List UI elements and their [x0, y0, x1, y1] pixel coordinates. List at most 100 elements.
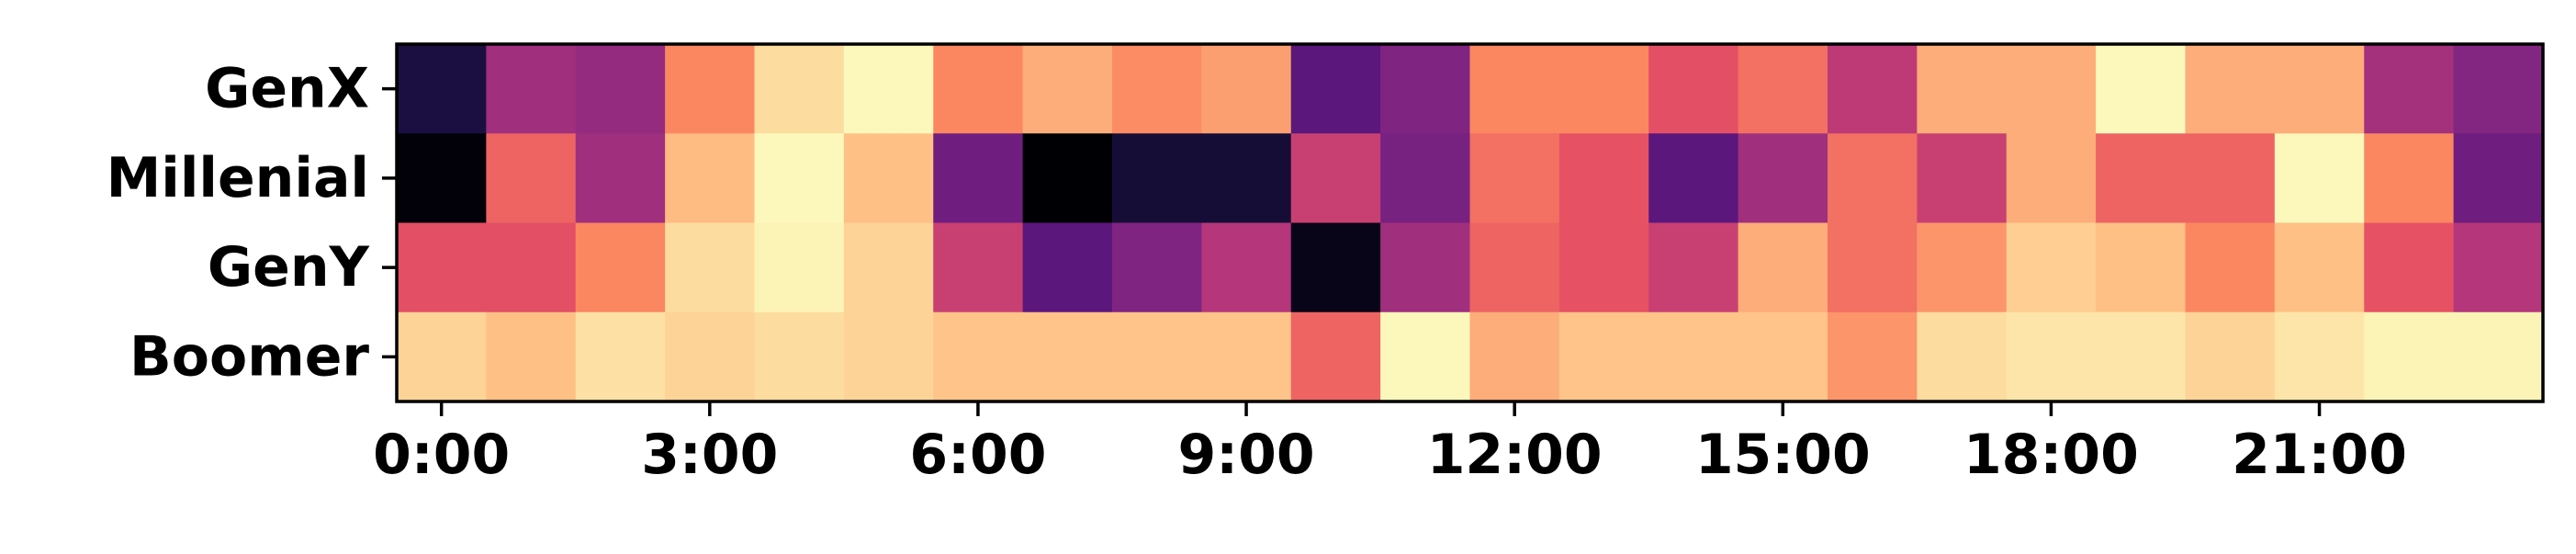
heatmap-cell-genx-16: [1828, 44, 1918, 134]
heatmap-cell-genx-21: [2274, 44, 2365, 134]
x-tick-label-4: 12:00: [1427, 423, 1603, 487]
x-tick-label-6: 18:00: [1963, 423, 2139, 487]
heatmap-cell-boomer-3: [665, 311, 756, 402]
heatmap-cell-boomer-19: [2096, 311, 2187, 402]
heatmap-cell-millenial-3: [665, 133, 756, 224]
heatmap-cell-millenial-6: [933, 133, 1024, 224]
heatmap-cell-boomer-9: [1201, 311, 1292, 402]
heatmap-cell-millenial-12: [1469, 133, 1560, 224]
heatmap-cell-geny-17: [1917, 222, 2008, 313]
heatmap-cell-millenial-8: [1112, 133, 1202, 224]
heatmap-cell-geny-0: [397, 222, 487, 313]
heatmap-cell-genx-14: [1648, 44, 1739, 134]
heatmap-cell-genx-13: [1558, 44, 1649, 134]
y-tick-label-genx: GenX: [205, 57, 369, 121]
heatmap-cell-millenial-1: [486, 133, 577, 224]
heatmap-cell-boomer-4: [754, 311, 845, 402]
heatmap-cell-boomer-14: [1648, 311, 1739, 402]
x-tick-label-5: 15:00: [1695, 423, 1871, 487]
heatmap-cell-boomer-10: [1290, 311, 1381, 402]
heatmap-cell-genx-19: [2096, 44, 2187, 134]
heatmap-cell-boomer-6: [933, 311, 1024, 402]
heatmap-cell-genx-6: [933, 44, 1024, 134]
heatmap-cell-boomer-23: [2453, 311, 2544, 402]
heatmap-cell-millenial-21: [2274, 133, 2365, 224]
heatmap-cell-geny-19: [2096, 222, 2187, 313]
heatmap-cell-boomer-12: [1469, 311, 1560, 402]
x-tick-label-3: 9:00: [1177, 423, 1314, 487]
heatmap-cell-genx-4: [754, 44, 845, 134]
heatmap-cell-geny-15: [1738, 222, 1828, 313]
heatmap-cell-geny-20: [2185, 222, 2276, 313]
x-axis: 0:00 3:00 6:00 9:00 12:00 15:00 18:00 21:00: [373, 401, 2407, 487]
heatmap-cell-millenial-10: [1290, 133, 1381, 224]
heatmap-cell-boomer-16: [1828, 311, 1918, 402]
heatmap-cell-millenial-17: [1917, 133, 2008, 224]
heatmap-cell-millenial-0: [397, 133, 487, 224]
heatmap-cell-millenial-14: [1648, 133, 1739, 224]
heatmap-cell-geny-21: [2274, 222, 2365, 313]
heatmap-cell-geny-10: [1290, 222, 1381, 313]
heatmap-cell-geny-9: [1201, 222, 1292, 313]
heatmap-cell-genx-1: [486, 44, 577, 134]
heatmap-cell-geny-14: [1648, 222, 1739, 313]
heatmap-cell-boomer-13: [1558, 311, 1649, 402]
heatmap-cell-boomer-17: [1917, 311, 2008, 402]
heatmap-cell-genx-2: [575, 44, 666, 134]
heatmap-cell-genx-5: [843, 44, 934, 134]
heatmap-cell-geny-3: [665, 222, 756, 313]
heatmap-cell-geny-4: [754, 222, 845, 313]
x-tick-label-0: 0:00: [373, 423, 510, 487]
heatmap-cell-millenial-4: [754, 133, 845, 224]
heatmap-cell-millenial-7: [1022, 133, 1113, 224]
heatmap-cell-genx-0: [397, 44, 487, 134]
heatmap-cell-boomer-5: [843, 311, 934, 402]
heatmap-cell-millenial-16: [1828, 133, 1918, 224]
heatmap-cell-millenial-22: [2364, 133, 2455, 224]
heatmap-cell-geny-1: [486, 222, 577, 313]
heatmap-cell-millenial-19: [2096, 133, 2187, 224]
heatmap-cell-millenial-13: [1558, 133, 1649, 224]
y-tick-label-boomer: Boomer: [129, 324, 369, 389]
heatmap-cells: [397, 44, 2544, 402]
heatmap-cell-genx-17: [1917, 44, 2008, 134]
heatmap-cell-geny-2: [575, 222, 666, 313]
heatmap-cell-geny-12: [1469, 222, 1560, 313]
heatmap-cell-genx-8: [1112, 44, 1202, 134]
heatmap-cell-genx-18: [2006, 44, 2097, 134]
heatmap-cell-millenial-23: [2453, 133, 2544, 224]
heatmap-cell-genx-12: [1469, 44, 1560, 134]
y-tick-label-millenial: Millenial: [107, 146, 369, 210]
heatmap-cell-boomer-7: [1022, 311, 1113, 402]
heatmap-cell-boomer-20: [2185, 311, 2276, 402]
y-axis: GenX Millenial GenY Boomer: [107, 57, 397, 389]
heatmap-cell-boomer-22: [2364, 311, 2455, 402]
y-tick-label-geny: GenY: [208, 235, 371, 300]
heatmap-cell-boomer-15: [1738, 311, 1828, 402]
x-tick-label-7: 21:00: [2232, 423, 2407, 487]
heatmap-cell-geny-23: [2453, 222, 2544, 313]
plot-frame: [395, 42, 2545, 403]
heatmap-cell-millenial-2: [575, 133, 666, 224]
heatmap-cell-genx-15: [1738, 44, 1828, 134]
heatmap-cell-genx-9: [1201, 44, 1292, 134]
heatmap-cell-millenial-9: [1201, 133, 1292, 224]
heatmap-cell-geny-13: [1558, 222, 1649, 313]
heatmap-cell-geny-16: [1828, 222, 1918, 313]
heatmap-cell-genx-11: [1380, 44, 1471, 134]
heatmap-cell-millenial-5: [843, 133, 934, 224]
x-tick-label-1: 3:00: [641, 423, 778, 487]
heatmap-cell-geny-22: [2364, 222, 2455, 313]
heatmap-cell-millenial-15: [1738, 133, 1828, 224]
heatmap-cell-genx-20: [2185, 44, 2276, 134]
heatmap-cell-millenial-18: [2006, 133, 2097, 224]
heatmap-cell-genx-23: [2453, 44, 2544, 134]
heatmap-cell-genx-10: [1290, 44, 1381, 134]
heatmap-cell-genx-22: [2364, 44, 2455, 134]
heatmap-cell-geny-5: [843, 222, 934, 313]
heatmap-cell-boomer-11: [1380, 311, 1471, 402]
heatmap-cell-millenial-11: [1380, 133, 1471, 224]
heatmap-cell-geny-18: [2006, 222, 2097, 313]
heatmap-cell-genx-3: [665, 44, 756, 134]
heatmap-cell-geny-6: [933, 222, 1024, 313]
